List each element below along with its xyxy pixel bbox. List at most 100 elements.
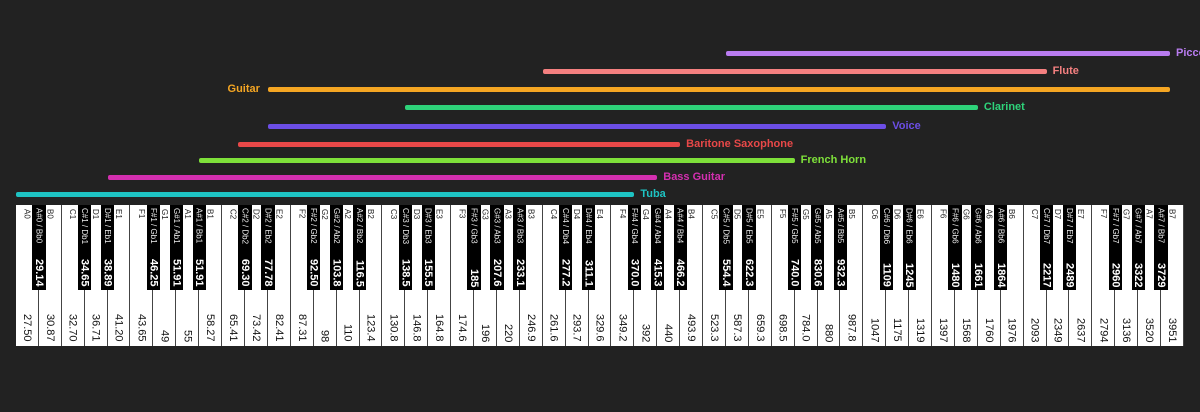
black-key[interactable]: D#3 / Eb3 155.5	[421, 205, 435, 290]
white-key-frequency-label: 493.9	[685, 314, 698, 342]
black-key[interactable]: C#6 / Db6 1109	[879, 205, 893, 290]
black-key-frequency-label: 830.6	[811, 259, 824, 287]
white-key-frequency-label: 123.4	[364, 314, 377, 342]
white-key-frequency-label: 1397	[937, 317, 950, 342]
black-key[interactable]: C#7 / Db7 2217	[1039, 205, 1054, 290]
white-key-frequency-label: 2637	[1074, 317, 1087, 342]
white-key-frequency-label: 523.3	[707, 314, 720, 342]
black-key[interactable]: D#1 / Eb1 38.89	[100, 205, 115, 290]
black-key[interactable]: A#5 / Bb5 932.3	[833, 205, 848, 290]
black-key[interactable]: F#6 / Gb6 1480	[948, 205, 962, 290]
black-key[interactable]: G#5 / Ab5 830.6	[810, 205, 825, 290]
white-key-frequency-label: 27.50	[20, 314, 33, 342]
black-key-note-label: G#7 / Ab7	[1133, 208, 1143, 244]
black-key-note-label: G#1 / Ab1	[171, 208, 181, 244]
black-key[interactable]: G#1 / Ab1 51.91	[169, 205, 183, 290]
french-horn-range-bar	[199, 158, 795, 163]
white-key-frequency-label: 110	[341, 324, 354, 342]
black-key[interactable]: A#3 / Bb3 233.1	[513, 205, 527, 290]
white-key-frequency-label: 698.5	[776, 314, 789, 342]
white-key-frequency-label: 3520	[1143, 317, 1156, 342]
black-key[interactable]: G#4 / Ab4 415.3	[650, 205, 664, 290]
black-key-frequency-label: 69.30	[239, 259, 252, 287]
black-key[interactable]: F#7 / Gb7 2960	[1108, 205, 1122, 290]
white-key-frequency-label: 1568	[959, 317, 972, 342]
white-key-note-label: C1	[68, 209, 78, 220]
piccolo-range-bar	[725, 51, 1170, 56]
white-key-frequency-label: 2349	[1051, 317, 1064, 342]
white-key-frequency-label: 587.3	[730, 314, 743, 342]
white-key-note-label: B7	[1167, 209, 1177, 219]
black-key[interactable]: F#1 / Gb1 46.25	[146, 205, 161, 290]
black-key[interactable]: D#7 / Eb7 2489	[1062, 205, 1077, 290]
clarinet-range-bar	[405, 105, 978, 110]
white-key-note-label: B2	[365, 209, 375, 219]
black-key-note-label: G#2 / Ab2	[332, 208, 342, 244]
black-key-note-label: D#1 / Eb1	[103, 208, 113, 244]
white-key-frequency-label: 146.8	[410, 314, 423, 342]
black-key-frequency-label: 51.91	[193, 259, 206, 287]
white-key-frequency-label: 73.42	[249, 314, 262, 342]
black-key[interactable]: F#2 / Gb2 92.50	[307, 205, 321, 290]
black-key[interactable]: G#2 / Ab2 103.8	[329, 205, 344, 290]
white-key-note-label: B6	[1007, 209, 1017, 219]
white-key-frequency-label: 3136	[1120, 317, 1133, 342]
black-key-frequency-label: 138.5	[399, 259, 412, 287]
black-key[interactable]: F#3 / Gb3 185	[467, 205, 481, 290]
white-key-note-label: B5	[846, 209, 856, 219]
black-key-note-label: D#5 / Eb5	[744, 208, 754, 244]
white-key-note-label: C2	[228, 209, 238, 220]
black-key-frequency-label: 34.65	[78, 259, 91, 287]
voice-label: Voice	[892, 120, 921, 132]
black-key[interactable]: G#6 / Ab6 1661	[971, 205, 985, 290]
white-key-frequency-label: 2093	[1028, 317, 1041, 342]
black-key-frequency-label: 740.0	[788, 259, 801, 287]
black-key[interactable]: A#7 / Bb7 3729	[1154, 205, 1168, 290]
black-key-note-label: A#6 / Bb6	[996, 208, 1006, 244]
black-key[interactable]: A#1 / Bb1 51.91	[192, 205, 206, 290]
white-key-note-label: D1	[91, 209, 101, 220]
white-key-frequency-label: 58.27	[204, 314, 217, 342]
white-key-frequency-label: 293.7	[570, 314, 583, 342]
black-key[interactable]: C#5 / Db5 554.4	[719, 205, 733, 290]
black-key[interactable]: A#4 / Bb4 466.2	[673, 205, 687, 290]
white-key-note-label: A2	[343, 209, 353, 219]
white-key-note-label: F2	[297, 209, 307, 219]
white-key-frequency-label: 2794	[1097, 317, 1110, 342]
white-key-note-label: G2	[320, 209, 330, 220]
black-key[interactable]: C#2 / Db2 69.30	[238, 205, 252, 290]
black-key[interactable]: D#5 / Eb5 622.3	[742, 205, 756, 290]
black-key-note-label: A#7 / Bb7	[1156, 208, 1166, 244]
black-key[interactable]: D#6 / Eb6 1245	[902, 205, 916, 290]
bass-guitar-range-bar	[107, 175, 658, 180]
black-key-note-label: D#3 / Eb3	[423, 208, 433, 244]
black-key[interactable]: F#4 / Gb4 370.0	[627, 205, 641, 290]
black-key-frequency-label: 1245	[903, 262, 916, 287]
black-key[interactable]: A#2 / Bb2 116.5	[352, 205, 367, 290]
black-key[interactable]: G#7 / Ab7 3322	[1131, 205, 1145, 290]
black-key[interactable]: A#0 / Bb0 29.14	[32, 205, 46, 290]
black-key-frequency-label: 2960	[1109, 262, 1122, 287]
black-key[interactable]: A#6 / Bb6 1864	[994, 205, 1008, 290]
black-key-note-label: D#6 / Eb6	[904, 208, 914, 244]
black-key-frequency-label: 185	[468, 268, 481, 287]
black-key[interactable]: D#4 / Eb4 311.1	[581, 205, 596, 290]
white-key-frequency-label: 1047	[868, 317, 881, 342]
black-key-frequency-label: 3729	[1155, 262, 1168, 287]
white-key-frequency-label: 49	[158, 329, 171, 342]
black-key-note-label: F#5 / Gb5	[790, 208, 800, 244]
black-key[interactable]: C#3 / Db3 138.5	[398, 205, 412, 290]
white-key-note-label: E3	[434, 209, 444, 219]
white-key-note-label: E7	[1075, 209, 1085, 219]
black-key[interactable]: C#1 / Db1 34.65	[78, 205, 92, 290]
black-key[interactable]: C#4 / Db4 277.2	[559, 205, 573, 290]
black-key[interactable]: G#3 / Ab3 207.6	[490, 205, 504, 290]
white-key-note-label: A6	[984, 209, 994, 219]
black-key[interactable]: F#5 / Gb5 740.0	[788, 205, 802, 290]
black-key-note-label: C#6 / Db6	[881, 208, 891, 245]
white-key-frequency-label: 41.20	[112, 314, 125, 342]
black-key[interactable]: D#2 / Eb2 77.78	[261, 205, 275, 290]
black-key-note-label: F#4 / Gb4	[629, 208, 639, 244]
white-key-frequency-label: 1976	[1005, 317, 1018, 342]
